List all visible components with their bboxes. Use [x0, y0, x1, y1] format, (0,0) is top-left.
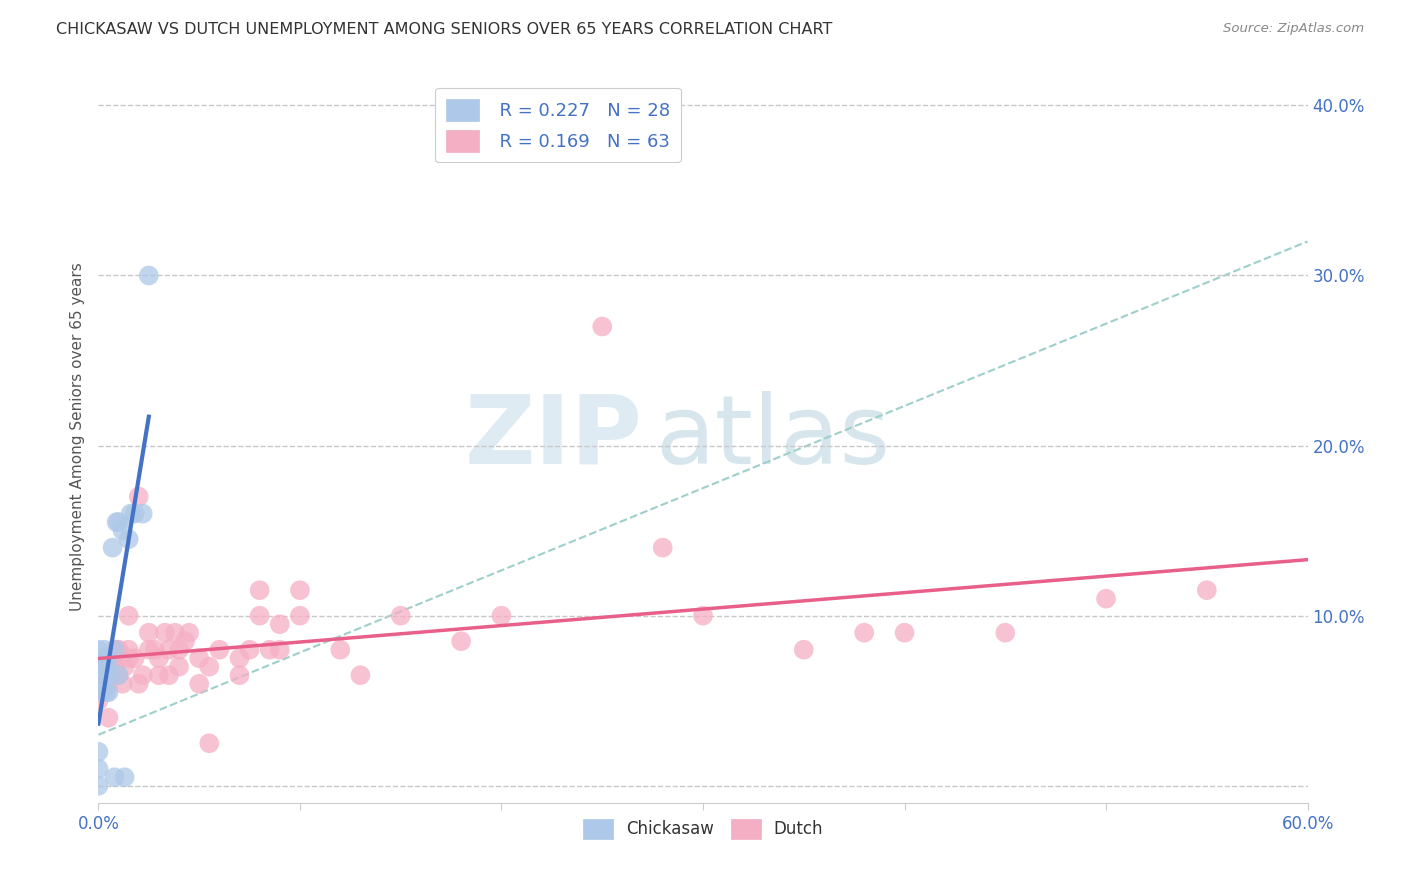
Point	[96, 685, 118, 699]
Point	[239, 642, 262, 657]
Point	[148, 651, 170, 665]
Text: ZIP: ZIP	[464, 391, 643, 483]
Point	[349, 668, 371, 682]
Point	[269, 617, 291, 632]
Text: CHICKASAW VS DUTCH UNEMPLOYMENT AMONG SENIORS OVER 65 YEARS CORRELATION CHART: CHICKASAW VS DUTCH UNEMPLOYMENT AMONG SE…	[56, 22, 832, 37]
Point	[249, 608, 271, 623]
Point	[174, 634, 197, 648]
Point	[651, 541, 673, 555]
Point	[124, 507, 146, 521]
Point	[103, 659, 125, 673]
Y-axis label: Unemployment Among Seniors over 65 years: Unemployment Among Seniors over 65 years	[70, 263, 86, 611]
Point	[87, 745, 110, 759]
Point	[179, 625, 201, 640]
Point	[249, 583, 271, 598]
Point	[1095, 591, 1118, 606]
Point	[138, 625, 160, 640]
Point	[93, 642, 115, 657]
Point	[87, 659, 110, 673]
Point	[1195, 583, 1218, 598]
Point	[157, 642, 180, 657]
Point	[97, 711, 120, 725]
Point	[96, 651, 118, 665]
Point	[591, 319, 613, 334]
Point	[91, 659, 114, 673]
Point	[853, 625, 876, 640]
Point	[269, 642, 291, 657]
Point	[138, 642, 160, 657]
Point	[259, 642, 281, 657]
Point	[107, 668, 129, 682]
Point	[120, 507, 142, 521]
Point	[97, 685, 120, 699]
Point	[91, 668, 114, 682]
Point	[105, 642, 128, 657]
Point	[450, 634, 472, 648]
Point	[288, 583, 311, 598]
Point	[132, 507, 155, 521]
Point	[87, 694, 110, 708]
Point	[100, 668, 122, 682]
Point	[111, 524, 134, 538]
Point	[132, 668, 155, 682]
Point	[128, 677, 150, 691]
Point	[118, 651, 141, 665]
Point	[124, 651, 146, 665]
Point	[101, 541, 124, 555]
Point	[893, 625, 915, 640]
Point	[148, 668, 170, 682]
Point	[157, 668, 180, 682]
Point	[228, 651, 250, 665]
Point	[107, 642, 129, 657]
Point	[153, 625, 176, 640]
Point	[208, 642, 231, 657]
Point	[692, 608, 714, 623]
Point	[97, 659, 120, 673]
Point	[97, 677, 120, 691]
Point	[107, 515, 129, 529]
Point	[114, 659, 136, 673]
Point	[143, 642, 166, 657]
Point	[105, 515, 128, 529]
Point	[491, 608, 513, 623]
Point	[198, 736, 221, 750]
Point	[167, 659, 190, 673]
Point	[167, 642, 190, 657]
Point	[87, 677, 110, 691]
Point	[188, 677, 211, 691]
Point	[118, 532, 141, 546]
Point	[111, 677, 134, 691]
Point	[994, 625, 1017, 640]
Point	[163, 625, 186, 640]
Point	[118, 608, 141, 623]
Text: atlas: atlas	[655, 391, 890, 483]
Point	[103, 770, 125, 784]
Text: Source: ZipAtlas.com: Source: ZipAtlas.com	[1223, 22, 1364, 36]
Point	[91, 685, 114, 699]
Point	[138, 268, 160, 283]
Legend: Chickasaw, Dutch: Chickasaw, Dutch	[576, 812, 830, 846]
Point	[118, 642, 141, 657]
Point	[87, 762, 110, 776]
Point	[87, 677, 110, 691]
Point	[107, 668, 129, 682]
Point	[87, 685, 110, 699]
Point	[188, 651, 211, 665]
Point	[87, 659, 110, 673]
Point	[228, 668, 250, 682]
Point	[87, 779, 110, 793]
Point	[198, 659, 221, 673]
Point	[389, 608, 412, 623]
Point	[793, 642, 815, 657]
Point	[114, 770, 136, 784]
Point	[288, 608, 311, 623]
Point	[87, 642, 110, 657]
Point	[87, 668, 110, 682]
Point	[128, 490, 150, 504]
Point	[329, 642, 352, 657]
Point	[101, 651, 124, 665]
Point	[103, 642, 125, 657]
